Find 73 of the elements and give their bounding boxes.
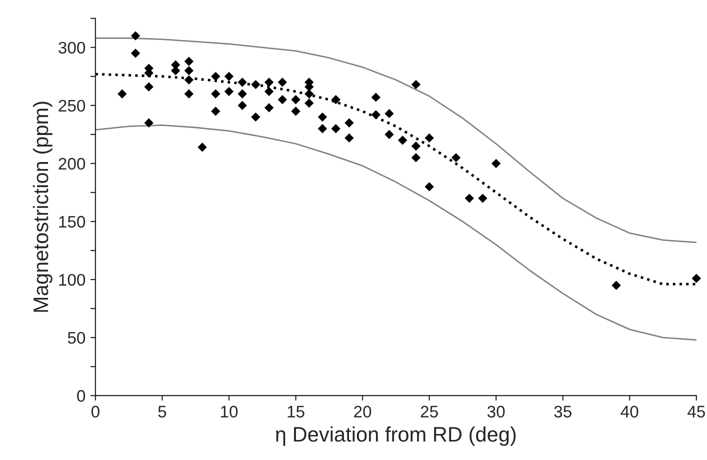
point [278,95,288,104]
point [424,133,434,143]
point [291,106,300,116]
point [238,100,247,110]
point [384,130,394,140]
x-tick-label: 15 [288,406,304,418]
point [130,31,140,40]
x-tick-label: 40 [620,406,638,418]
y-tick-label: 200 [58,158,86,170]
point [411,141,421,151]
line-series [95,124,696,341]
point [612,280,621,290]
point [198,142,207,152]
y-tick-label: 50 [68,332,86,344]
x-tick-label: 30 [487,406,505,418]
y-tick-label: 0 [77,390,86,402]
point [184,56,194,66]
x-tick-label: 45 [688,406,705,418]
point [264,78,274,87]
point [478,194,488,203]
x-tick-label: 25 [420,406,438,418]
point [144,118,154,128]
point [118,89,127,98]
point [264,86,274,96]
point [130,48,140,58]
point [331,124,340,134]
x-tick-label: 20 [354,406,372,418]
point [278,78,288,87]
x-tick-label: 5 [158,406,166,418]
point [211,72,220,82]
point [238,89,247,98]
point [331,95,340,104]
point [184,66,194,76]
point [344,133,354,143]
point [398,136,408,145]
point [184,89,194,98]
point [371,110,380,120]
point [411,153,421,162]
y-axis-title: Magnetostriction (ppm) [32,102,52,312]
y-tick-label: 100 [59,274,86,286]
point [238,78,247,87]
point [371,92,380,102]
point [211,89,220,98]
point [491,158,501,168]
point [144,82,154,92]
point [264,103,274,112]
point [692,274,701,283]
line-series [95,37,696,244]
point [304,89,314,98]
point [318,124,328,134]
x-tick-label: 0 [91,406,100,418]
point [424,182,434,192]
point [224,86,234,96]
point [451,153,461,162]
point [211,106,220,116]
y-tick-label: 150 [59,216,86,228]
point [464,194,474,203]
x-tick-label: 10 [220,406,238,418]
y-tick-label: 250 [58,100,86,112]
point [251,80,260,90]
point [170,66,180,76]
point [224,72,234,82]
point [344,118,354,128]
point [384,108,394,118]
x-tick-label: 35 [554,406,572,418]
point [318,112,328,122]
y-tick-label: 300 [58,42,86,54]
point [184,75,194,85]
point [304,98,314,108]
x-axis-title: η Deviation from RD (deg) [276,426,516,446]
point [411,80,421,90]
point [291,95,300,104]
point [251,112,260,122]
